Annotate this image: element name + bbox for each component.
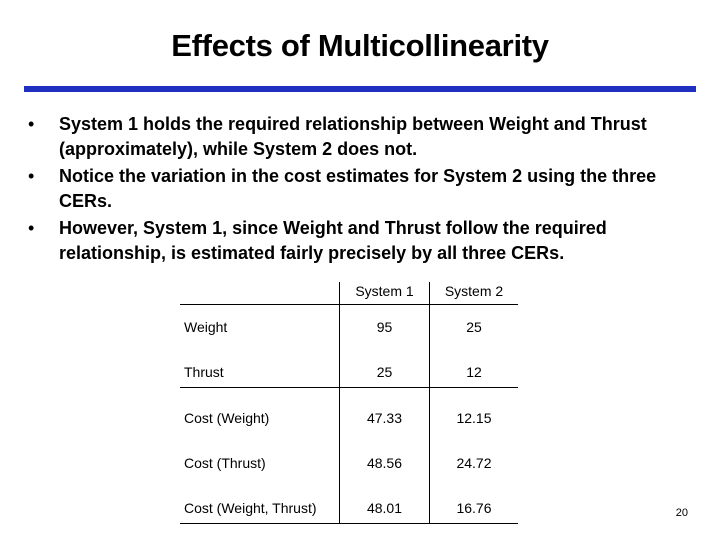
table-row: Cost (Weight, Thrust) 48.01 16.76 [180,478,518,524]
system-2-value: 25 [429,304,518,342]
slide-title: Effects of Multicollinearity [171,28,549,63]
bullet-text: However, System 1, since Weight and Thru… [59,218,607,263]
bullet-item: • Notice the variation in the cost estim… [28,164,698,214]
table-row: Cost (Weight) 47.33 12.15 [180,387,518,433]
system-1-value: 48.56 [339,433,430,478]
system-1-value: 95 [339,304,430,342]
bullet-item: • However, System 1, since Weight and Th… [28,216,698,266]
bullet-list: • System 1 holds the required relationsh… [28,112,698,268]
table-header-system-2: System 2 [429,282,518,305]
row-label: Thrust [184,364,224,380]
bullet-text: Notice the variation in the cost estimat… [59,166,657,211]
system-2-value: 24.72 [429,433,518,478]
row-label: Cost (Thrust) [184,455,266,471]
row-label: Cost (Weight, Thrust) [184,500,317,516]
system-2-value: 12.15 [429,387,518,433]
table-header-row: System 1 System 2 [180,282,518,305]
system-1-value: 25 [339,342,430,388]
bullet-text: System 1 holds the required relationship… [59,114,647,159]
table-row: Cost (Thrust) 48.56 24.72 [180,433,518,478]
system-1-value: 47.33 [339,387,430,433]
row-label: Weight [184,319,228,335]
comparison-table: System 1 System 2 Weight 95 25 Thrust 25… [180,282,518,524]
system-2-value: 12 [429,342,518,388]
system-1-value: 48.01 [339,478,430,524]
bullet-marker: • [28,218,35,238]
table-header-blank [180,282,340,305]
row-label: Cost (Weight) [184,410,270,426]
system-2-value: 16.76 [429,478,518,524]
bullet-marker: • [28,114,35,134]
table-header-system-1: System 1 [339,282,430,305]
bullet-item: • System 1 holds the required relationsh… [28,112,698,162]
bullet-marker: • [28,166,35,186]
table-row: Thrust 25 12 [180,342,518,388]
title-divider [24,86,696,92]
page-number: 20 [675,507,688,519]
table-row: Weight 95 25 [180,304,518,342]
